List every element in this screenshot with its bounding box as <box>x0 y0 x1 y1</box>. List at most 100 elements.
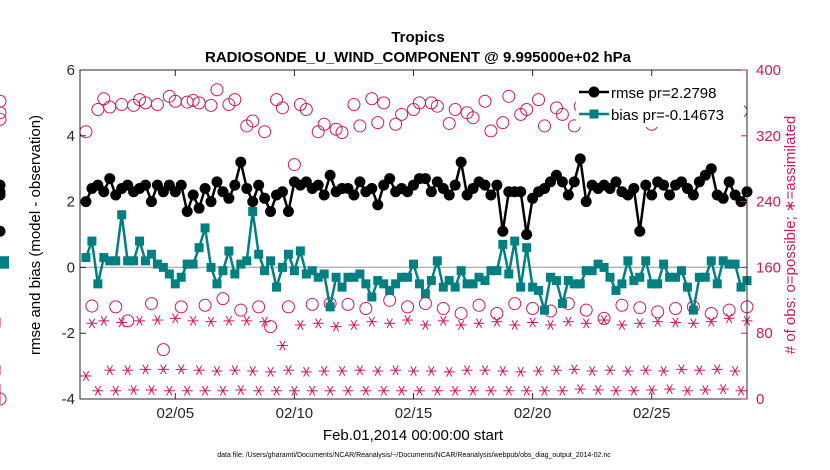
bias-point <box>254 249 264 259</box>
bias-point <box>510 236 520 246</box>
obs-assimilated-point <box>604 365 616 376</box>
bias-point <box>385 285 395 295</box>
bias-point <box>498 239 508 249</box>
bias-point <box>665 272 675 282</box>
obs-assimilated-point <box>169 313 181 324</box>
asterisk-stroke <box>237 384 244 395</box>
bias-point <box>611 285 621 295</box>
bias-point <box>516 282 526 292</box>
rmse-point <box>276 186 288 198</box>
y-tick-label: -4 <box>62 391 75 408</box>
obs-assimilated-point <box>658 366 670 377</box>
y-tick-label: -2 <box>62 325 75 342</box>
asterisk-stroke <box>719 384 727 395</box>
rmse-point <box>140 179 152 191</box>
asterisk-stroke <box>338 366 346 377</box>
bias-point <box>218 266 228 276</box>
bias-point <box>146 249 156 259</box>
obs-assimilated-point <box>533 366 545 377</box>
asterisk-stroke <box>332 321 340 332</box>
asterisk-stroke <box>624 366 632 377</box>
bias-point <box>129 256 139 266</box>
obs-assimilated-point <box>729 366 741 377</box>
x-axis-label: Feb.01,2014 00:00:00 start <box>323 427 504 444</box>
rmse-point <box>0 186 6 198</box>
obs-possible-point <box>252 300 266 314</box>
asterisk-stroke <box>630 385 638 396</box>
obs-assimilated-point <box>652 316 664 327</box>
obs-possible-point <box>264 320 278 334</box>
asterisk-stroke <box>684 385 691 396</box>
bias-point <box>575 279 585 289</box>
bias-point <box>111 256 121 266</box>
obs-assimilated-point <box>354 365 366 376</box>
asterisk-stroke <box>172 313 179 324</box>
asterisk-stroke <box>255 385 262 396</box>
bias-point <box>534 285 544 295</box>
obs-possible-point <box>305 297 319 311</box>
obs-assimilated-point <box>271 385 283 396</box>
obs-assimilated-point <box>634 318 646 329</box>
asterisk-stroke <box>725 313 733 324</box>
bias-point <box>248 206 258 216</box>
obs-assimilated-point <box>145 384 157 395</box>
bias-point <box>581 266 591 276</box>
bias-point <box>432 256 442 266</box>
rmse-point <box>664 189 676 201</box>
bias-point <box>266 256 276 266</box>
obs-assimilated-point <box>324 385 336 396</box>
obs-assimilated-point <box>693 365 705 376</box>
bias-point <box>283 249 293 259</box>
asterisk-stroke <box>511 319 518 330</box>
asterisk-stroke <box>517 366 524 377</box>
asterisk-stroke <box>565 316 572 327</box>
bias-point <box>712 279 722 289</box>
bias-point <box>653 279 663 289</box>
obs-assimilated-point <box>199 385 211 396</box>
bias-point <box>486 266 496 276</box>
obs-possible-point <box>395 107 409 121</box>
obs-assimilated-point <box>342 385 354 396</box>
asterisk-stroke <box>475 318 483 329</box>
bias-point <box>569 279 579 289</box>
obs-assimilated-point <box>247 366 259 377</box>
obs-possible-point <box>371 116 385 130</box>
asterisk-stroke <box>285 365 292 376</box>
asterisk-stroke <box>559 385 566 396</box>
obs-assimilated-point <box>122 365 134 376</box>
bias-point <box>659 259 669 269</box>
obs-possible-point <box>299 102 313 116</box>
rmse-point <box>372 199 384 211</box>
asterisk-stroke <box>416 385 423 396</box>
asterisk-stroke <box>201 385 209 396</box>
asterisk-stroke <box>291 385 298 396</box>
asterisk-stroke <box>499 366 507 377</box>
y2-tick-label: 0 <box>756 391 764 408</box>
rmse-point <box>282 205 294 217</box>
obs-assimilated-point <box>181 385 193 396</box>
obs-assimilated-point <box>568 364 580 375</box>
chart-subtitle: RADIOSONDE_U_WIND_COMPONENT @ 9.995000e+… <box>205 49 632 66</box>
asterisk-stroke <box>273 385 280 396</box>
obs-assimilated-point <box>217 385 229 396</box>
obs-possible-point <box>317 117 331 131</box>
bias-point <box>706 256 716 266</box>
y2-tick-label: 240 <box>756 194 781 211</box>
obs-possible-point <box>669 302 683 316</box>
obs-assimilated-point <box>229 365 241 376</box>
bias-point <box>730 259 740 269</box>
obs-possible-point <box>133 93 147 107</box>
y-tick-label: 2 <box>67 194 75 211</box>
obs-assimilated-point <box>205 316 217 327</box>
asterisk-stroke <box>94 385 102 396</box>
asterisk-stroke <box>452 385 459 396</box>
bias-point <box>164 269 174 279</box>
rmse-point <box>205 196 217 208</box>
bias-point <box>93 279 103 289</box>
obs-assimilated-point <box>431 385 443 396</box>
obs-assimilated-point <box>425 366 437 377</box>
bias-point <box>414 279 424 289</box>
legend-bias-marker <box>589 109 599 119</box>
asterisk-stroke <box>583 318 590 329</box>
obs-assimilated-point <box>378 385 390 396</box>
